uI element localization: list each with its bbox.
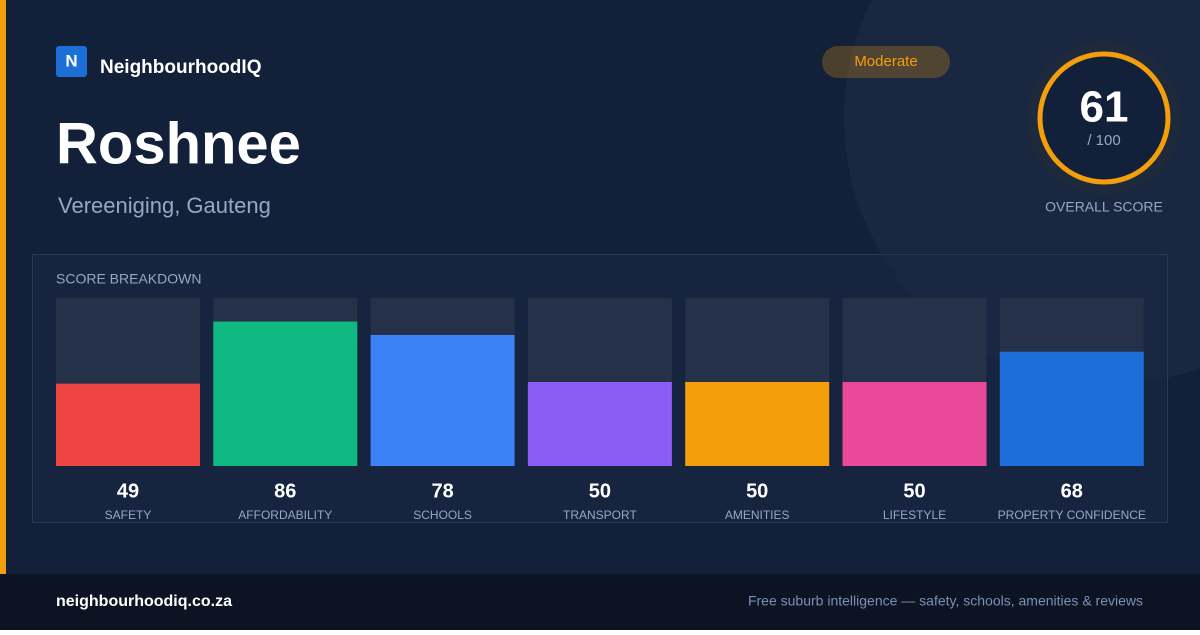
breakdown-title: SCORE BREAKDOWN	[56, 271, 201, 287]
bar-label: TRANSPORT	[563, 508, 637, 522]
rating-pill	[822, 46, 950, 78]
bar-label: LIFESTYLE	[883, 508, 946, 522]
bar-value: 68	[1061, 480, 1083, 502]
bar	[999, 351, 1144, 466]
bar-label: PROPERTY CONFIDENCE	[998, 508, 1146, 522]
bar-label: SCHOOLS	[413, 508, 472, 522]
bar-value: 50	[746, 480, 768, 502]
footer-site: neighbourhoodiq.co.za	[56, 593, 232, 610]
bar-value: 50	[589, 480, 611, 502]
footer-tagline: Free suburb intelligence — safety, schoo…	[748, 593, 1143, 609]
bar-label: AMENITIES	[725, 508, 790, 522]
score-value: 61	[1080, 83, 1129, 132]
bar-label: SAFETY	[105, 508, 152, 522]
bar-value: 49	[117, 480, 139, 502]
bar-value: 86	[274, 480, 296, 502]
bar	[56, 383, 200, 466]
logo-letter: N	[65, 51, 77, 70]
location: Vereeniging, Gauteng	[58, 193, 271, 218]
bar	[370, 334, 515, 466]
footer-bar	[0, 574, 1200, 630]
score-max: / 100	[1087, 132, 1120, 149]
bar	[213, 321, 358, 466]
bar	[527, 382, 672, 466]
brand: NeighbourhoodIQ	[100, 57, 261, 78]
score-ring	[1037, 51, 1171, 185]
logo	[56, 46, 87, 77]
bar-label: AFFORDABILITY	[238, 508, 332, 522]
bar-value: 78	[431, 480, 453, 502]
bar	[685, 382, 830, 466]
suburb: Roshnee	[56, 111, 301, 176]
bar	[842, 382, 987, 466]
bar-value: 50	[903, 480, 925, 502]
score-label: OVERALL SCORE	[1045, 199, 1163, 215]
rating: Moderate	[854, 53, 917, 70]
accent-stripe	[0, 0, 6, 574]
